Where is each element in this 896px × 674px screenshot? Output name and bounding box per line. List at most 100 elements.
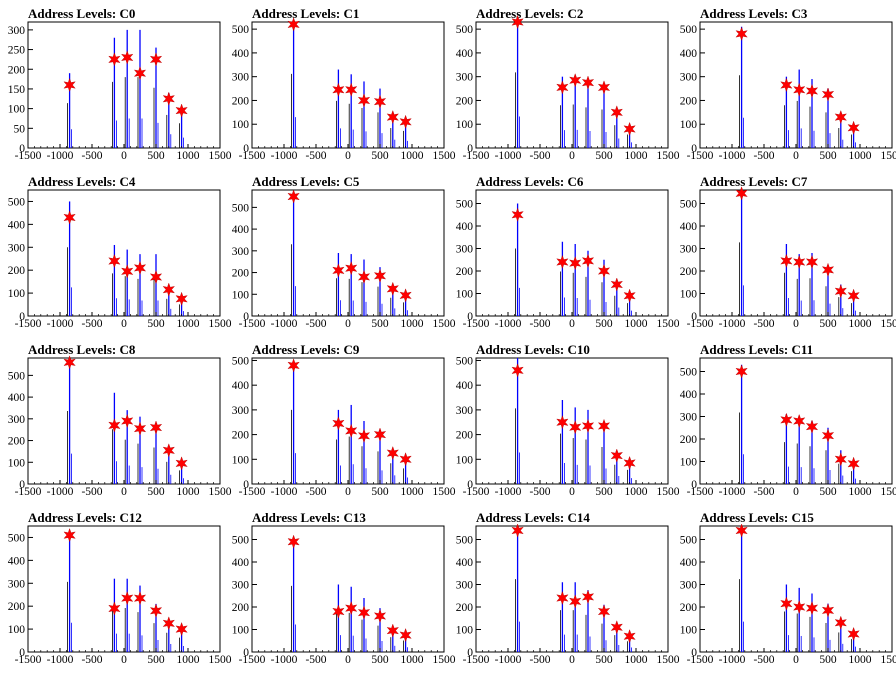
y-tick-label: 200 [8,601,26,613]
y-tick-label: 100 [680,289,698,301]
x-tick-label: 0 [345,150,351,162]
x-tick-label: 0 [345,654,351,666]
x-tick-label: -1000 [719,654,746,666]
peak-marker [176,623,187,636]
y-tick-label: 0 [691,311,697,323]
x-tick-label: -500 [305,486,326,498]
peak-marker [333,605,344,618]
x-tick-label: 0 [121,486,127,498]
plot-frame [252,358,444,484]
peak-marker [134,422,145,435]
y-tick-label: 200 [456,266,474,278]
x-tick-label: 1500 [881,150,896,162]
x-tick-label: 500 [819,654,837,666]
peak-marker [736,27,747,40]
x-tick-label: 1000 [177,318,200,330]
peak-marker [781,413,792,426]
y-tick-label: 0 [243,143,249,155]
y-tick-label: 400 [680,557,698,569]
y-tick-label: 300 [456,244,474,256]
y-tick-label: 300 [8,25,26,37]
y-tick-label: 0 [19,143,25,155]
x-tick-label: 1500 [657,318,680,330]
peak-marker [109,602,120,615]
panel-title: Address Levels: C12 [28,510,142,525]
x-tick-label: -500 [305,318,326,330]
peak-marker [109,53,120,66]
peak-marker [570,257,581,270]
x-tick-label: 1500 [881,654,896,666]
panel-title: Address Levels: C2 [476,6,583,21]
peak-marker [598,265,609,278]
y-tick-label: 400 [456,557,474,569]
peak-marker [611,106,622,119]
y-tick-label: 0 [691,479,697,491]
peak-marker [333,83,344,96]
x-tick-label: -500 [305,150,326,162]
plot-frame [252,190,444,316]
x-tick-label: 1000 [849,654,872,666]
peak-marker [387,447,398,460]
peak-marker [163,283,174,296]
y-tick-label: 500 [680,535,698,547]
x-tick-label: 1000 [625,654,648,666]
x-tick-label: -1000 [47,486,74,498]
y-tick-label: 0 [19,311,25,323]
plot-frame [28,526,220,652]
x-tick-label: 0 [569,150,575,162]
peak-marker [64,529,75,542]
y-tick-label: 0 [691,647,697,659]
x-tick-label: -1000 [719,150,746,162]
peak-marker [358,429,369,442]
x-tick-label: 0 [793,150,799,162]
plot-frame [476,358,668,484]
peak-marker [288,190,299,203]
peak-marker [122,415,133,428]
peak-marker [374,610,385,623]
y-tick-label: 500 [232,355,250,367]
panel-title: Address Levels: C6 [476,174,584,189]
peak-marker [848,289,859,302]
y-tick-label: 150 [8,84,26,96]
y-tick-label: 500 [8,196,26,208]
peak-marker [570,421,581,434]
x-tick-label: -500 [753,654,774,666]
x-tick-label: 1500 [433,150,456,162]
x-tick-label: 500 [595,486,613,498]
plot-frame [476,526,668,652]
y-tick-label: 500 [456,535,474,547]
x-tick-label: 1500 [209,654,232,666]
y-tick-label: 500 [456,355,474,367]
panel-title: Address Levels: C7 [700,174,808,189]
peak-marker [346,262,357,275]
peak-marker [374,428,385,441]
y-tick-label: 0 [467,143,473,155]
peak-marker [582,419,593,432]
x-tick-label: -1000 [495,318,522,330]
panel-title: Address Levels: C0 [28,6,135,21]
x-tick-label: 500 [595,150,613,162]
plot-frame [28,358,220,484]
x-tick-label: -500 [529,318,550,330]
x-tick-label: -500 [81,486,102,498]
x-tick-label: -1000 [495,654,522,666]
y-tick-label: 100 [8,288,26,300]
peak-marker [150,421,161,434]
y-tick-label: 100 [232,625,250,637]
peak-marker [400,115,411,128]
peak-marker [374,269,385,282]
x-tick-label: 1000 [177,654,200,666]
x-tick-label: 500 [819,486,837,498]
x-tick-label: 0 [569,318,575,330]
peak-marker [611,449,622,462]
y-tick-label: 100 [8,624,26,636]
x-tick-label: 500 [595,654,613,666]
plot-frame [28,190,220,316]
x-tick-label: 1500 [209,150,232,162]
peak-marker [806,256,817,269]
peak-marker [358,606,369,619]
peak-marker [346,83,357,96]
peak-marker [387,282,398,295]
